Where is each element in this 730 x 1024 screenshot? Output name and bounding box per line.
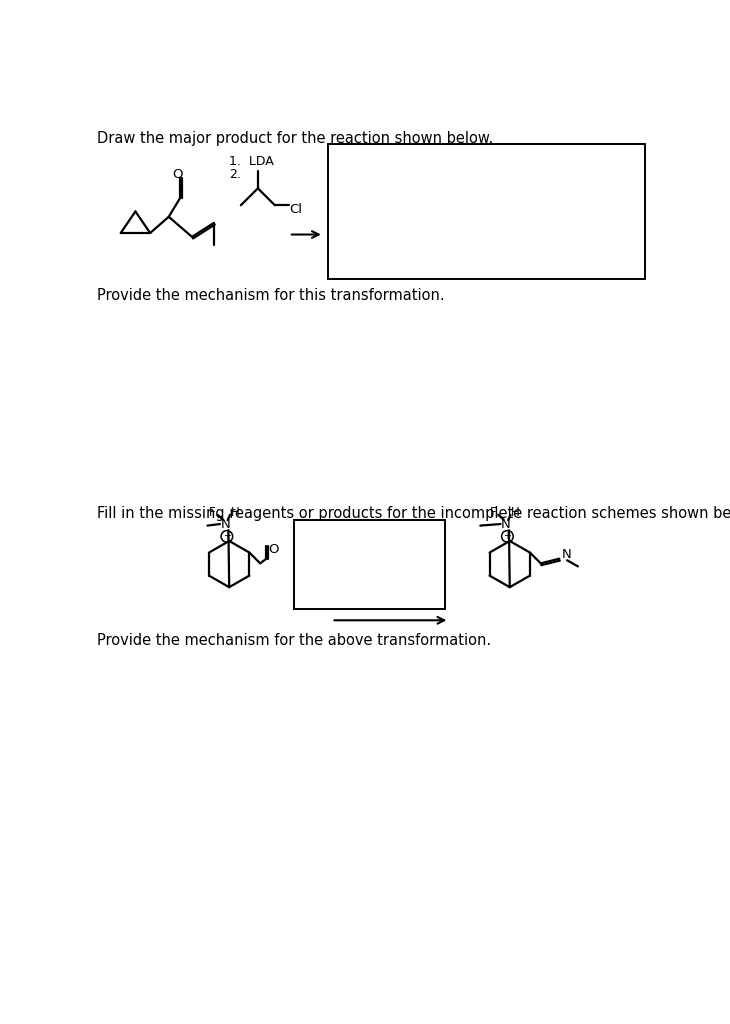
Text: F: F	[490, 506, 496, 518]
Text: O: O	[172, 168, 182, 180]
Bar	[294, 520, 445, 608]
Text: 2.: 2.	[229, 168, 241, 180]
Text: 1.  LDA: 1. LDA	[229, 156, 274, 168]
Text: Provide the mechanism for this transformation.: Provide the mechanism for this transform…	[97, 289, 445, 303]
Text: +: +	[223, 531, 231, 542]
Text: N: N	[220, 517, 230, 530]
Text: Provide the mechanism for the above transformation.: Provide the mechanism for the above tran…	[97, 634, 491, 648]
Text: N: N	[501, 517, 511, 530]
Bar	[328, 144, 645, 280]
Text: H: H	[511, 506, 520, 518]
Text: Cl: Cl	[290, 203, 303, 216]
Text: Draw the major product for the reaction shown below.: Draw the major product for the reaction …	[97, 131, 493, 145]
Text: O: O	[269, 543, 279, 556]
Text: F: F	[209, 506, 215, 518]
Text: H: H	[231, 506, 239, 518]
Text: +: +	[504, 531, 512, 542]
Text: Fill in the missing reagents or products for the incomplete reaction schemes sho: Fill in the missing reagents or products…	[97, 506, 730, 521]
Text: N: N	[561, 548, 572, 561]
